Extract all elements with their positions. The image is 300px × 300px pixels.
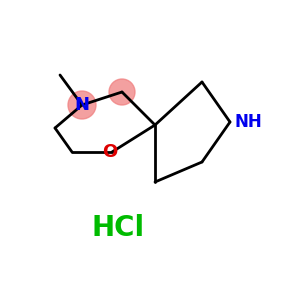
Circle shape <box>109 79 135 105</box>
Text: NH: NH <box>234 113 262 131</box>
Circle shape <box>68 91 96 119</box>
Text: O: O <box>102 143 118 161</box>
Text: N: N <box>74 96 89 114</box>
Text: HCl: HCl <box>92 214 145 242</box>
